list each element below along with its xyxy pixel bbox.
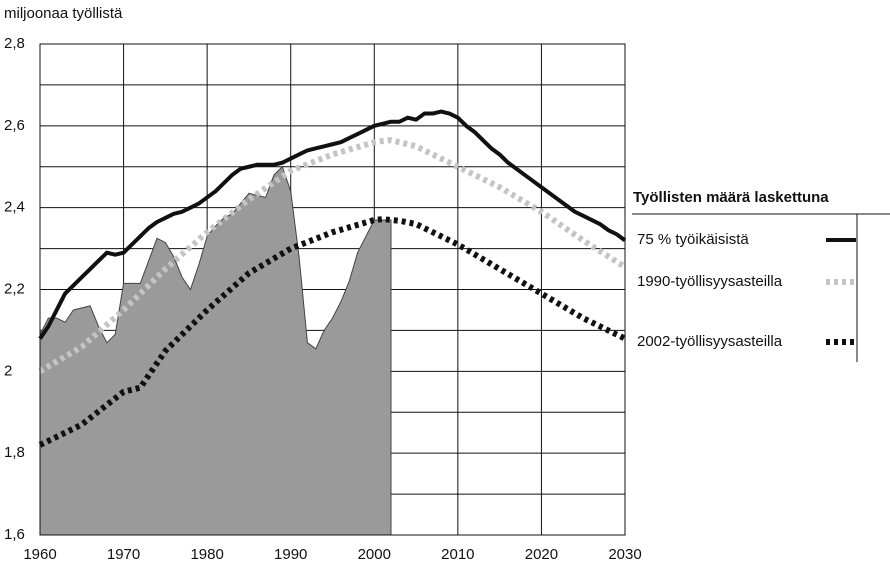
x-tick-label: 2030 [608,546,641,563]
plot-frame [39,43,626,536]
x-tick-label: 1970 [107,546,140,563]
line [38,137,627,374]
area [39,165,392,536]
x-tick-label: 1960 [23,546,56,563]
y-tick-label: 1,8 [4,444,25,461]
x-tick-label: 2020 [525,546,558,563]
y-tick-label: 2 [4,362,12,379]
line [38,109,627,340]
line [38,216,627,448]
legend-label: 2002-työllisyysasteilla [637,333,783,350]
y-tick-label: 2,8 [4,35,25,52]
x-tick-label: 1980 [190,546,223,563]
y-axis-label: miljoonaa työllistä [4,5,123,22]
y-tick-label: 1,6 [4,526,25,543]
legend-title: Työllisten määrä laskettuna [633,189,829,206]
legend-label: 75 % työikäisistä [637,231,749,248]
x-tick-label: 2010 [441,546,474,563]
x-tick-label: 2000 [358,546,391,563]
legend-label: 1990-työllisyysasteilla [637,273,783,290]
y-tick-label: 2,4 [4,199,25,216]
x-tick-label: 1990 [274,546,307,563]
y-tick-label: 2,6 [4,117,25,134]
y-tick-label: 2,2 [4,280,25,297]
